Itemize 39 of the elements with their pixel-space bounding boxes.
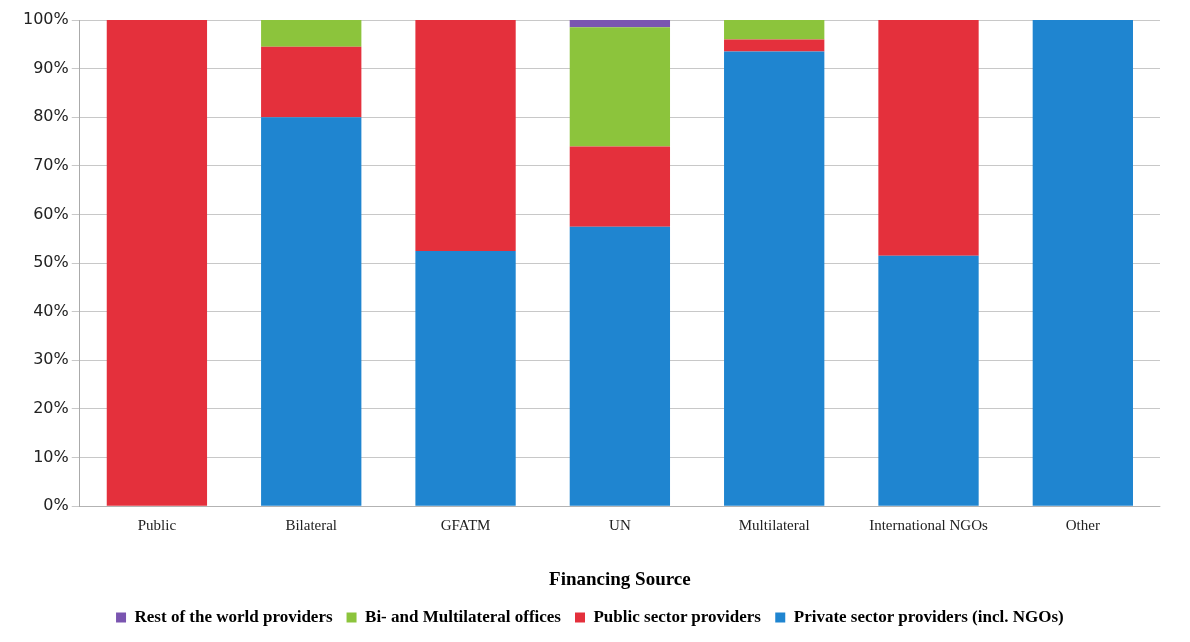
x-tick-label: UN [609, 517, 631, 534]
bar [261, 46, 362, 118]
y-tick-label: 0% [43, 495, 69, 515]
legend-label: Public sector providers [593, 606, 762, 626]
legend-label: Rest of the world providers [134, 606, 333, 626]
bar [1032, 20, 1133, 506]
bar [569, 146, 671, 227]
x-tick-label: Public [137, 517, 177, 534]
y-tick-label: 40% [33, 300, 69, 320]
y-tick-label: 60% [33, 203, 69, 223]
x-tick-label: Multilateral [738, 517, 810, 534]
x-tick-label: Bilateral [285, 517, 338, 534]
y-tick-label: 80% [33, 106, 69, 126]
y-tick-label: 70% [33, 155, 69, 175]
y-tick-label: 50% [33, 252, 69, 272]
bar [878, 20, 979, 256]
bar [724, 20, 825, 40]
x-axis-title: Financing Source [549, 567, 691, 589]
y-tick-label: 10% [33, 446, 69, 466]
x-tick-label: International NGOs [869, 517, 989, 534]
bar [261, 117, 362, 506]
legend-label: Bi- and Multilateral offices [365, 606, 562, 626]
y-tick-label: 90% [33, 57, 69, 77]
bar [415, 20, 516, 251]
bar [415, 250, 516, 506]
bar [261, 20, 362, 47]
x-tick-label: GFATM [440, 517, 491, 534]
y-tick-label: 20% [33, 398, 69, 418]
y-tick-label: 30% [33, 349, 69, 369]
bar [569, 27, 671, 147]
bar [724, 39, 825, 52]
x-tick-label: Other [1065, 517, 1100, 534]
bar [724, 51, 825, 506]
bar [106, 20, 208, 506]
bar [878, 255, 979, 506]
y-tick-label: 100% [22, 9, 69, 29]
bar [569, 226, 671, 506]
bar [569, 20, 671, 28]
legend-label: Private sector providers (incl. NGOs) [793, 606, 1064, 626]
